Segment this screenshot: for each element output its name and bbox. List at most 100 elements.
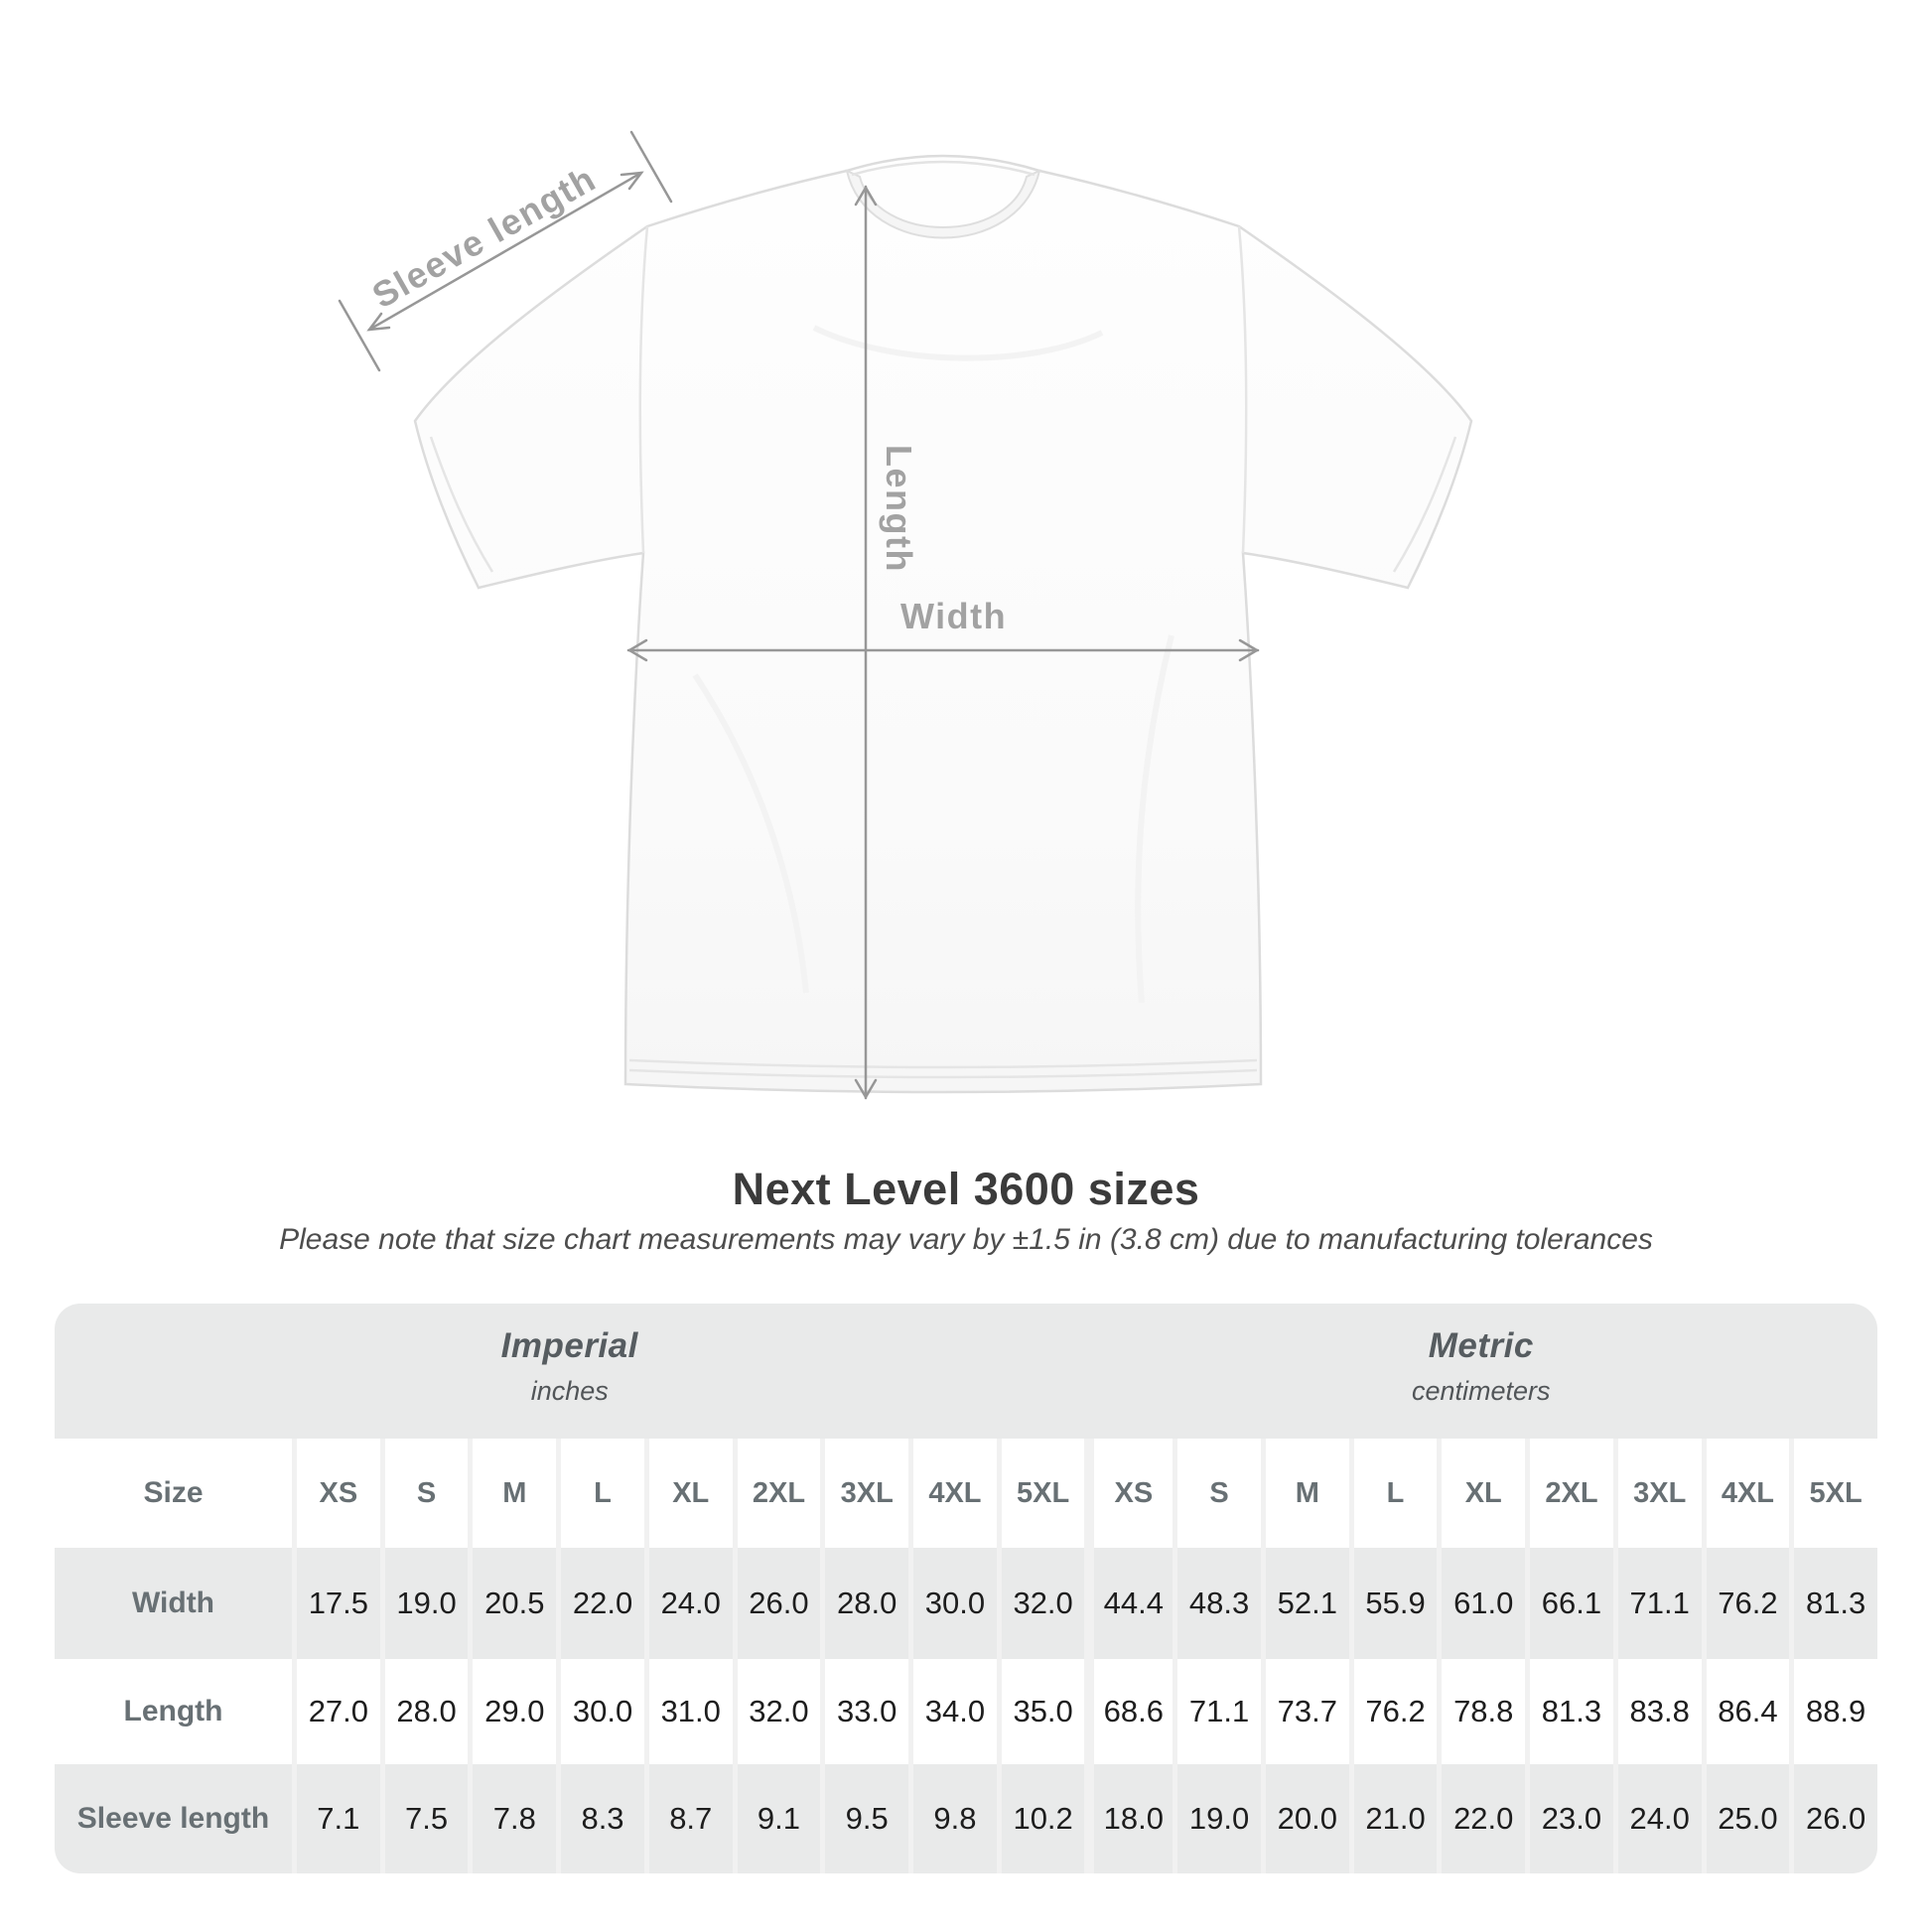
length-arrow: [854, 185, 878, 1100]
measurement-value-cell: 7.5: [379, 1764, 469, 1873]
measurement-value-cell: 76.2: [1701, 1548, 1790, 1659]
table-group-header-row: Imperial inches Metric centimeters: [55, 1304, 1877, 1439]
measurement-value-cell: 44.4: [1084, 1548, 1173, 1659]
measurement-value-cell: 23.0: [1525, 1764, 1613, 1873]
measurement-value-cell: 8.3: [556, 1764, 644, 1873]
table-data-row: Sleeve length 7.1 7.5 7.8 8.3 8.7 9.1 9.5 9.8 10.…: [55, 1764, 1877, 1873]
measurement-value-cell: 34.0: [908, 1659, 997, 1764]
measurement-value-cell: 31.0: [643, 1659, 733, 1764]
measurement-value-cell: 9.1: [732, 1764, 821, 1873]
measurement-value-cell: 78.8: [1437, 1659, 1525, 1764]
measurement-value-cell: 26.0: [732, 1548, 821, 1659]
measurement-value-cell: 29.0: [468, 1659, 556, 1764]
imperial-group-header: Imperial inches: [55, 1304, 1085, 1439]
measurement-value-cell: 28.0: [820, 1548, 908, 1659]
page-title: Next Level 3600 sizes: [732, 1164, 1200, 1214]
measurement-value-cell: 7.1: [292, 1764, 380, 1873]
measurement-value-cell: 66.1: [1525, 1548, 1613, 1659]
sleeve-length-arrow: [338, 130, 673, 372]
measurement-value-cell: 18.0: [1084, 1764, 1173, 1873]
size-col-header: 3XL: [1612, 1439, 1702, 1548]
measurement-row-label: Length: [123, 1695, 223, 1727]
table-size-header-row: Size XS S M L XL 2XL 3XL 4XL 5XL XS S M L XL 2XL 3XL 4XL 5…: [55, 1439, 1877, 1548]
measurement-value-cell: 68.6: [1084, 1659, 1173, 1764]
measurement-value-cell: 35.0: [996, 1659, 1085, 1764]
measurement-value-cell: 27.0: [292, 1659, 380, 1764]
width-arrow: [626, 638, 1260, 662]
measurement-value-cell: 25.0: [1701, 1764, 1790, 1873]
tshirt-body: [413, 154, 1473, 1094]
measurement-value-cell: 22.0: [556, 1548, 644, 1659]
measurement-value-cell: 9.8: [908, 1764, 997, 1873]
measurement-value-cell: 71.1: [1173, 1659, 1261, 1764]
size-col-header: 5XL: [996, 1439, 1085, 1548]
measurement-value-cell: 61.0: [1437, 1548, 1525, 1659]
measurement-value-cell: 55.9: [1348, 1548, 1438, 1659]
imperial-group-name: Imperial: [500, 1325, 638, 1365]
size-col-header: 2XL: [1525, 1439, 1613, 1548]
size-col-header: L: [1348, 1439, 1438, 1548]
fabric-wrinkles: [692, 325, 1174, 1004]
size-col-header: XL: [1437, 1439, 1525, 1548]
measurement-value-cell: 33.0: [820, 1659, 908, 1764]
measurement-value-cell: 30.0: [556, 1659, 644, 1764]
measurement-value-cell: 10.2: [996, 1764, 1085, 1873]
width-label: Width: [900, 596, 1008, 636]
size-col-header: 5XL: [1789, 1439, 1877, 1548]
tshirt-diagram: Sleeve length Length Width: [338, 130, 1473, 1100]
measurement-value-cell: 9.5: [820, 1764, 908, 1873]
size-col-header: S: [1173, 1439, 1261, 1548]
metric-group-unit: centimeters: [1411, 1375, 1551, 1406]
measurement-value-cell: 8.7: [643, 1764, 733, 1873]
measurement-value-cell: 19.0: [379, 1548, 469, 1659]
size-col-header: XS: [1084, 1439, 1173, 1548]
size-col-header: XL: [643, 1439, 733, 1548]
measurement-value-cell: 52.1: [1260, 1548, 1349, 1659]
collar: [845, 169, 1041, 239]
measurement-value-cell: 81.3: [1525, 1659, 1613, 1764]
measurement-value-cell: 26.0: [1789, 1764, 1877, 1873]
size-table: Imperial inches Metric centimeters Size XS S M L…: [55, 1304, 1877, 1873]
metric-group-header: Metric centimeters: [1085, 1304, 1878, 1439]
size-col-header: S: [379, 1439, 469, 1548]
table-data-row: Width 17.5 19.0 20.5 22.0 24.0 26.0 28.0 30.0 32.…: [55, 1548, 1877, 1659]
measurement-value-cell: 73.7: [1260, 1659, 1349, 1764]
measurement-value-cell: 20.5: [468, 1548, 556, 1659]
size-column-label: Size: [143, 1476, 204, 1509]
measurement-value-cell: 83.8: [1612, 1659, 1702, 1764]
measurement-value-cell: 30.0: [908, 1548, 997, 1659]
measurement-value-cell: 22.0: [1437, 1764, 1525, 1873]
measurement-value-cell: 7.8: [468, 1764, 556, 1873]
size-col-header: XS: [292, 1439, 380, 1548]
size-col-header: M: [468, 1439, 556, 1548]
measurement-value-cell: 48.3: [1173, 1548, 1261, 1659]
measurement-value-cell: 32.0: [732, 1659, 821, 1764]
metric-group-name: Metric: [1428, 1325, 1534, 1365]
size-col-header: L: [556, 1439, 644, 1548]
measurement-value-cell: 17.5: [292, 1548, 380, 1659]
measurement-value-cell: 76.2: [1348, 1659, 1438, 1764]
size-col-header: 4XL: [1701, 1439, 1790, 1548]
measurement-value-cell: 81.3: [1789, 1548, 1877, 1659]
measurement-value-cell: 21.0: [1348, 1764, 1438, 1873]
measurement-value-cell: 32.0: [996, 1548, 1085, 1659]
seam-lines: [429, 225, 1457, 1079]
table-data-row: Length 27.0 28.0 29.0 30.0 31.0 32.0 33.0 34.0 35…: [55, 1659, 1877, 1764]
size-col-header: M: [1260, 1439, 1349, 1548]
tolerance-note: Please note that size chart measurements…: [279, 1223, 1653, 1256]
measurement-value-cell: 19.0: [1173, 1764, 1261, 1873]
measurement-value-cell: 24.0: [1612, 1764, 1702, 1873]
collar-back-seam: [851, 160, 1035, 177]
measurement-value-cell: 24.0: [643, 1548, 733, 1659]
measurement-value-cell: 71.1: [1612, 1548, 1702, 1659]
size-col-header: 4XL: [908, 1439, 997, 1548]
size-col-header: 2XL: [732, 1439, 821, 1548]
measurement-value-cell: 20.0: [1260, 1764, 1349, 1873]
measurement-value-cell: 28.0: [379, 1659, 469, 1764]
measurement-row-label: Width: [131, 1587, 215, 1619]
measurement-value-cell: 88.9: [1789, 1659, 1877, 1764]
tshirt-illustration: [338, 130, 1473, 1100]
length-label: Length: [879, 445, 919, 573]
size-col-header: 3XL: [820, 1439, 908, 1548]
